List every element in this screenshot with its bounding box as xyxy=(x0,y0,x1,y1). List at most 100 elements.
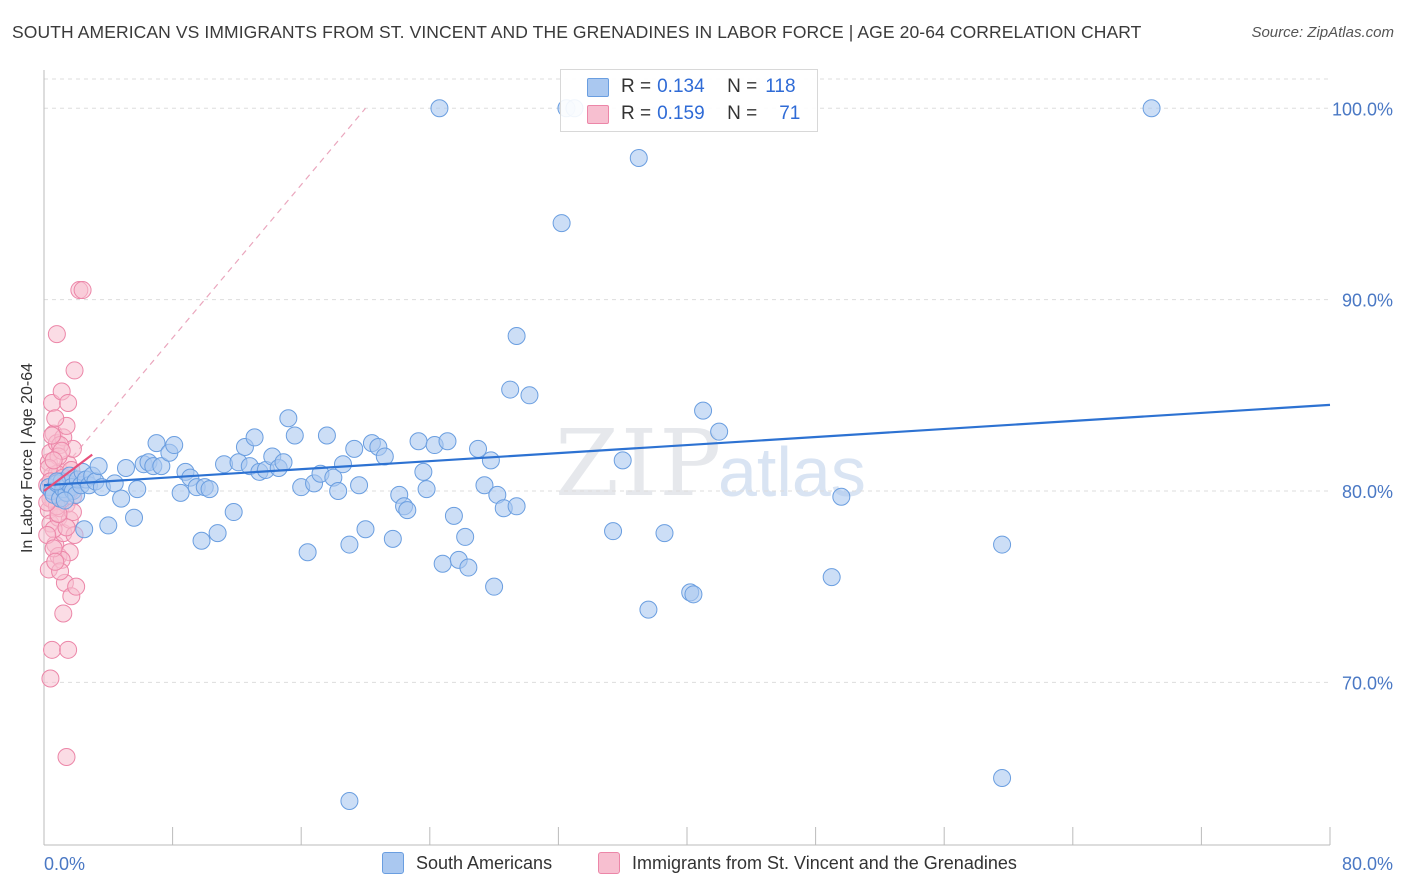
south-american-point xyxy=(414,462,433,481)
south-american-point xyxy=(409,432,428,451)
south-american-point xyxy=(125,508,144,527)
correlation-legend: R = 0.134 N = 118 R = 0.159 N = 71 xyxy=(560,69,818,132)
south-american-point xyxy=(116,459,135,478)
south-american-point xyxy=(333,455,352,474)
south-american-point xyxy=(200,480,219,499)
south-american-point xyxy=(433,554,452,573)
south-american-point xyxy=(171,483,190,502)
immigrant-point xyxy=(43,640,62,659)
south-american-point xyxy=(128,480,147,499)
immigrant-point xyxy=(57,747,76,766)
south-american-point xyxy=(481,451,500,470)
legend-item-immigrants: Immigrants from St. Vincent and the Gren… xyxy=(598,852,1017,874)
immigrant-point xyxy=(54,604,73,623)
immigrant-point xyxy=(46,552,65,571)
south-american-point xyxy=(329,481,348,500)
immigrant-point xyxy=(59,393,78,412)
legend-row-south-americans: R = 0.134 N = 118 xyxy=(561,74,796,100)
south-american-point xyxy=(75,520,94,539)
y-tick-label: 90.0% xyxy=(1342,291,1393,311)
legend-n-value: 71 xyxy=(779,103,801,124)
legend-r-label: R = xyxy=(621,76,652,97)
legend-swatch-pink xyxy=(587,104,609,124)
south-american-point xyxy=(112,489,131,508)
south-american-point xyxy=(398,501,417,520)
south-american-point xyxy=(485,577,504,596)
legend-label-south-americans: South Americans xyxy=(416,852,553,873)
south-american-point xyxy=(340,791,359,810)
south-american-point xyxy=(993,769,1012,788)
south-american-point xyxy=(832,487,851,506)
south-american-point xyxy=(438,432,457,451)
legend-swatch-blue xyxy=(382,852,404,874)
chart-title: SOUTH AMERICAN VS IMMIGRANTS FROM ST. VI… xyxy=(12,22,1142,42)
south-american-point xyxy=(684,585,703,604)
south-american-point xyxy=(55,491,74,510)
south-american-point xyxy=(694,401,713,420)
legend-n-label: N = xyxy=(727,76,758,97)
south-american-point xyxy=(520,386,539,405)
south-american-point xyxy=(340,535,359,554)
south-american-point xyxy=(345,439,364,458)
legend-r-value: 0.134 xyxy=(657,76,705,97)
south-american-point xyxy=(298,543,317,562)
south-american-point xyxy=(507,326,526,345)
immigrant-point xyxy=(44,451,63,470)
legend-r-label: R = xyxy=(621,103,652,124)
y-tick-label: 100.0% xyxy=(1332,99,1393,119)
south-american-point xyxy=(165,436,184,455)
south-american-point xyxy=(105,474,124,493)
x-tick-label: 80.0% xyxy=(1342,854,1393,874)
immigrant-point xyxy=(59,640,78,659)
south-american-point xyxy=(629,149,648,168)
south-american-point xyxy=(993,535,1012,554)
x-tick-label: 0.0% xyxy=(44,854,85,874)
legend-r-value: 0.159 xyxy=(657,103,705,124)
south-american-point xyxy=(430,99,449,118)
south-american-point xyxy=(89,457,108,476)
immigrant-point xyxy=(47,325,66,344)
immigrant-point xyxy=(65,361,84,380)
legend-n-value: 118 xyxy=(765,76,796,97)
legend-n-label: N = xyxy=(727,103,758,124)
south-american-point xyxy=(285,426,304,445)
source-label: Source: ZipAtlas.com xyxy=(1251,24,1394,41)
legend-item-south-americans: South Americans xyxy=(382,852,552,874)
south-american-point xyxy=(224,503,243,522)
south-american-point xyxy=(655,524,674,543)
south-american-point xyxy=(192,531,211,550)
south-american-point xyxy=(822,568,841,587)
south-american-point xyxy=(456,527,475,546)
south-american-point xyxy=(152,457,171,476)
south-american-point xyxy=(507,497,526,516)
south-american-point xyxy=(147,434,166,453)
south-american-point xyxy=(710,422,729,441)
south-american-point xyxy=(317,426,336,445)
immigrant-point xyxy=(73,281,92,300)
y-tick-label: 80.0% xyxy=(1342,482,1393,502)
south-american-point xyxy=(350,476,369,495)
south-american-point xyxy=(245,428,264,447)
immigrant-point xyxy=(46,409,65,428)
south-american-point xyxy=(475,476,494,495)
south-american-point xyxy=(99,516,118,535)
legend-label-immigrants: Immigrants from St. Vincent and the Gren… xyxy=(632,852,1017,873)
south-american-point xyxy=(417,480,436,499)
immigrant-point xyxy=(67,577,86,596)
watermark-zip: ZIP xyxy=(555,410,724,517)
south-american-point xyxy=(1142,99,1161,118)
south-american-point xyxy=(274,453,293,472)
legend-row-immigrants: R = 0.159 N = 71 xyxy=(561,101,800,127)
y-tick-label: 70.0% xyxy=(1342,673,1393,693)
south-american-point xyxy=(613,451,632,470)
south-american-point xyxy=(639,600,658,619)
south-american-point xyxy=(208,524,227,543)
south-american-point xyxy=(501,380,520,399)
immigrant-point xyxy=(41,669,60,688)
south-american-trendline xyxy=(43,403,1331,487)
legend-swatch-pink xyxy=(598,852,620,874)
series-legend: South Americans Immigrants from St. Vinc… xyxy=(0,852,1406,876)
immigrant-point xyxy=(43,426,62,445)
immigrant-trendline xyxy=(43,453,93,492)
